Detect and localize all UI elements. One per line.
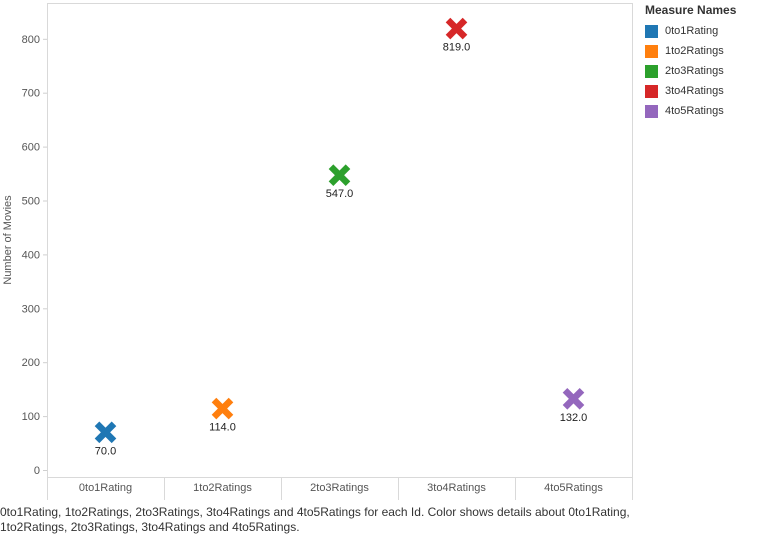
y-tick-label: 300 [22, 303, 40, 315]
legend-label: 2to3Ratings [665, 65, 724, 77]
y-tick-label: 0 [34, 465, 40, 477]
x-tick-label: 3to4Ratings [427, 482, 486, 494]
legend-label: 1to2Ratings [665, 45, 724, 57]
data-label: 114.0 [209, 422, 236, 434]
data-label: 70.0 [95, 445, 116, 457]
y-tick-label: 800 [22, 34, 40, 46]
x-tick-label: 2to3Ratings [310, 482, 369, 494]
data-label: 819.0 [443, 42, 471, 54]
plot-border [47, 3, 633, 478]
y-tick-label: 200 [22, 357, 40, 369]
legend-item[interactable]: 3to4Ratings [645, 81, 761, 101]
legend-label: 0to1Rating [665, 25, 719, 37]
legend-item[interactable]: 4to5Ratings [645, 101, 761, 121]
legend-swatch [645, 24, 658, 38]
caption-line-1: 0to1Rating, 1to2Ratings, 2to3Ratings, 3t… [0, 505, 630, 519]
x-tick-label: 1to2Ratings [193, 482, 252, 494]
y-tick-label: 600 [22, 142, 40, 154]
legend-swatch [645, 104, 658, 118]
x-tick-label: 4to5Ratings [544, 482, 603, 494]
legend-label: 4to5Ratings [665, 105, 724, 117]
chart-caption: 0to1Rating, 1to2Ratings, 2to3Ratings, 3t… [0, 505, 761, 534]
data-point-0to1Rating[interactable] [94, 421, 117, 444]
y-tick-label: 400 [22, 249, 40, 261]
y-tick-label: 500 [22, 196, 40, 208]
caption-line-2: 1to2Ratings, 2to3Ratings, 3to4Ratings an… [0, 519, 300, 534]
legend-item[interactable]: 1to2Ratings [645, 41, 761, 61]
data-point-1to2Ratings[interactable] [211, 397, 234, 420]
data-label: 132.0 [560, 412, 588, 424]
legend-label: 3to4Ratings [665, 85, 724, 97]
data-point-4to5Ratings[interactable] [562, 388, 585, 410]
chart-area: 0 100 200 300 400 500 600 700 800 Number of Movie… [2, 3, 633, 500]
data-point-3to4Ratings[interactable] [445, 17, 468, 40]
legend-title: Measure Names [645, 3, 737, 17]
legend-item[interactable]: 0to1Rating [645, 21, 761, 41]
legend-swatch [645, 64, 658, 78]
legend-swatch [645, 84, 658, 98]
x-tick-label: 0to1Rating [79, 482, 132, 494]
y-tick-label: 100 [22, 411, 40, 423]
legend-swatch [645, 44, 658, 58]
legend-item[interactable]: 2to3Ratings [645, 61, 761, 81]
data-label: 547.0 [326, 188, 354, 200]
y-axis-title: Number of Movies [2, 195, 14, 285]
legend: Measure Names 0to1Rating 1to2Ratings 2to… [645, 3, 761, 121]
data-point-2to3Ratings[interactable] [328, 164, 351, 186]
y-tick-label: 700 [22, 88, 40, 100]
